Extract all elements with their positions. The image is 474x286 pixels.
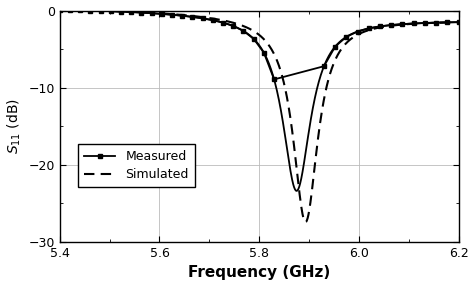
Measured — [108, 9, 114, 13]
Measured — [271, 78, 277, 81]
Simulated — [98, 9, 103, 12]
X-axis label: Frequency (GHz): Frequency (GHz) — [188, 265, 330, 281]
Simulated — [331, 61, 337, 64]
Measured — [138, 11, 144, 14]
Legend: Measured, Simulated: Measured, Simulated — [78, 144, 195, 187]
Measured — [128, 10, 134, 14]
Measured — [98, 9, 103, 13]
Measured — [200, 17, 206, 20]
Simulated — [303, 220, 309, 224]
Simulated — [218, 18, 224, 22]
Measured — [88, 9, 93, 12]
Measured — [241, 29, 246, 33]
Measured — [261, 51, 267, 54]
Measured — [77, 9, 83, 12]
Measured — [400, 22, 405, 26]
Measured — [179, 14, 185, 17]
Measured — [411, 22, 417, 25]
Measured — [67, 8, 73, 12]
Simulated — [57, 8, 63, 11]
Y-axis label: $S_{11}$ (dB): $S_{11}$ (dB) — [6, 98, 23, 154]
Measured — [332, 45, 338, 48]
Measured — [445, 21, 450, 24]
Line: Simulated: Simulated — [60, 10, 458, 222]
Simulated — [233, 22, 238, 25]
Measured — [366, 27, 372, 30]
Measured — [355, 30, 360, 33]
Measured — [344, 35, 349, 39]
Simulated — [368, 28, 374, 31]
Line: Measured: Measured — [57, 7, 461, 82]
Measured — [433, 21, 439, 24]
Measured — [230, 24, 236, 28]
Measured — [118, 10, 124, 13]
Simulated — [375, 26, 381, 29]
Measured — [169, 13, 175, 16]
Measured — [321, 65, 327, 68]
Measured — [456, 20, 461, 24]
Measured — [388, 23, 394, 27]
Measured — [190, 15, 195, 19]
Measured — [251, 37, 256, 41]
Measured — [377, 25, 383, 28]
Measured — [149, 11, 155, 15]
Measured — [422, 21, 428, 25]
Measured — [57, 8, 63, 11]
Measured — [210, 19, 216, 22]
Measured — [220, 21, 226, 24]
Measured — [159, 12, 164, 16]
Simulated — [456, 21, 461, 24]
